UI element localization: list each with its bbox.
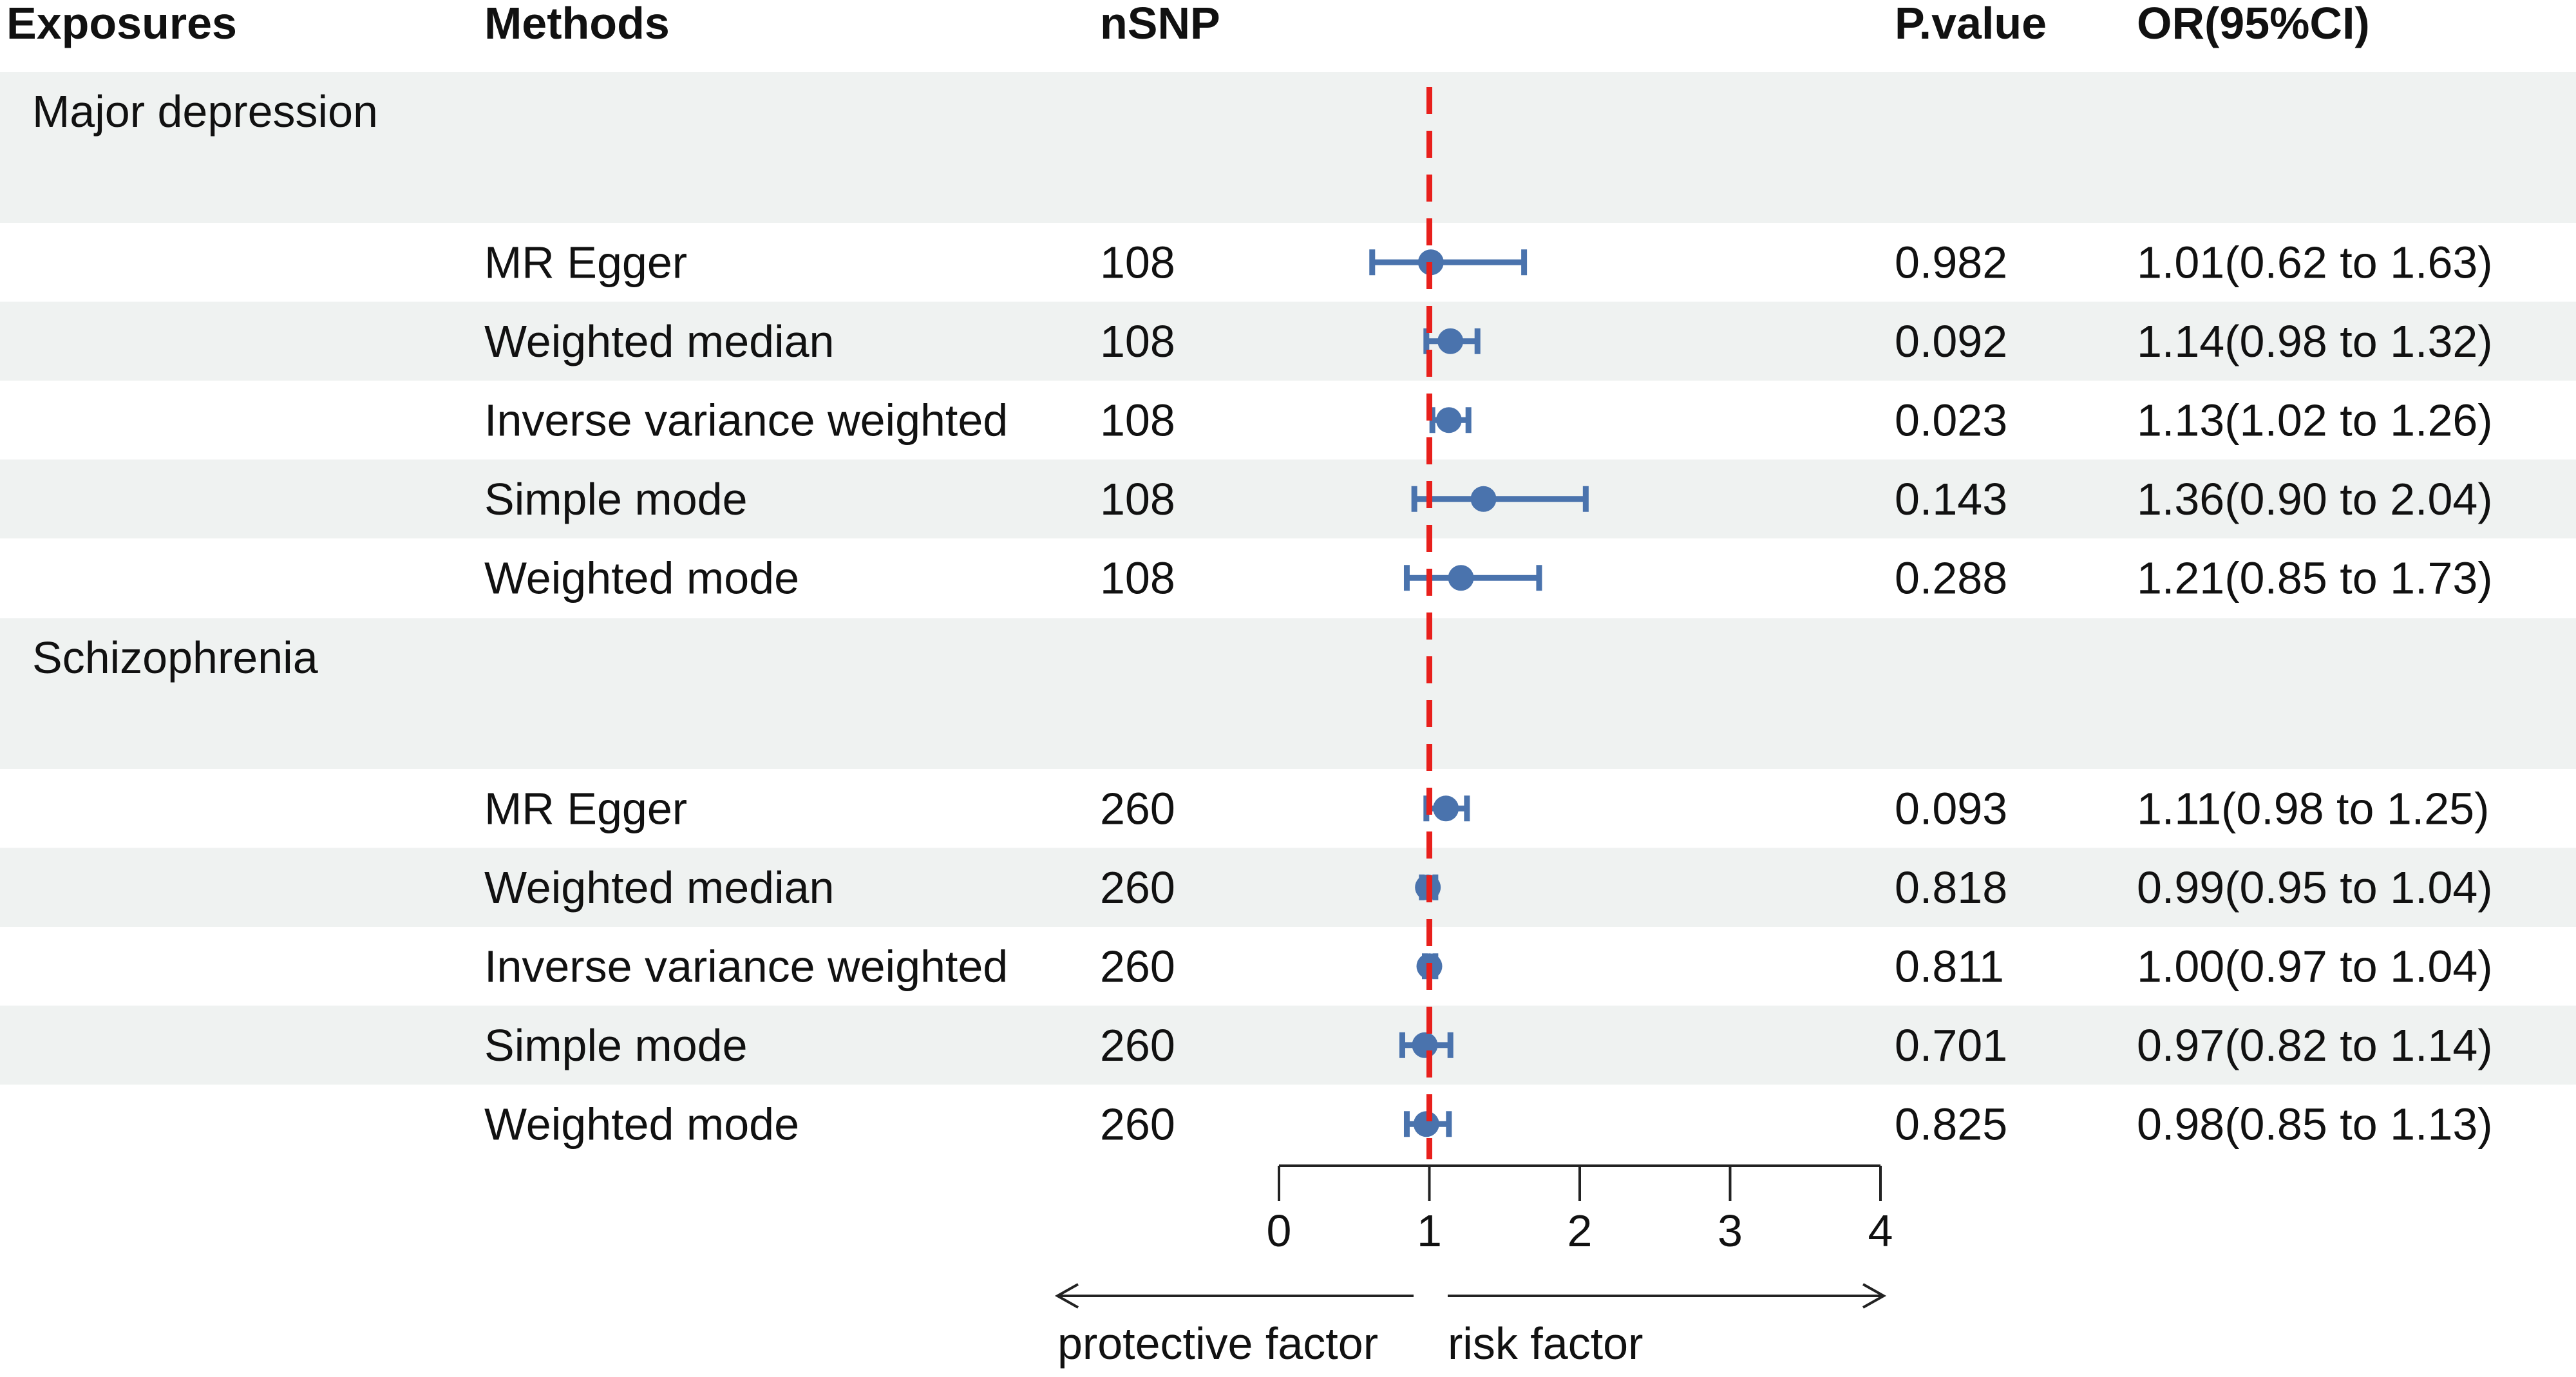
or-point [1435,407,1462,433]
or-ci-value: 0.98(0.85 to 1.13) [2137,1099,2493,1149]
or-ci-value: 1.01(0.62 to 1.63) [2137,237,2493,287]
or-point [1437,328,1464,354]
nsnp-value: 260 [1100,862,1175,913]
method-label: Weighted mode [484,553,799,603]
or-point [1433,795,1459,822]
or-ci-value: 1.11(0.98 to 1.25) [2137,783,2489,833]
nsnp-value: 260 [1100,941,1175,991]
method-label: MR Egger [484,783,687,833]
nsnp-value: 108 [1100,474,1175,524]
or-ci-value: 1.36(0.90 to 2.04) [2137,474,2493,524]
method-label: Simple mode [484,1020,748,1070]
x-tick-label: 1 [1417,1206,1442,1256]
row-band [0,848,2576,927]
or-ci-value: 1.13(1.02 to 1.26) [2137,395,2493,445]
or-point [1448,565,1474,591]
method-label: Inverse variance weighted [484,395,1008,445]
header-exposures: Exposures [6,0,237,48]
row-band [0,301,2576,381]
nsnp-value: 260 [1100,1099,1175,1149]
or-point [1412,1032,1438,1058]
pvalue-value: 0.811 [1895,941,2004,991]
method-label: MR Egger [484,237,687,287]
method-label: Weighted median [484,862,835,913]
nsnp-value: 108 [1100,237,1175,287]
pvalue-value: 0.093 [1895,783,2007,833]
or-point [1413,1111,1439,1137]
x-tick-label: 3 [1718,1206,1743,1256]
protective-arrow-head [1054,1283,1079,1309]
method-label: Inverse variance weighted [484,941,1008,991]
exposure-label: Schizophrenia [32,632,318,683]
risk-arrow-head [1862,1283,1887,1309]
pvalue-value: 0.701 [1895,1020,2007,1070]
group-header-band [0,618,2576,769]
header-or: OR(95%CI) [2137,0,2370,48]
header-pvalue: P.value [1895,0,2047,48]
or-ci-value: 1.21(0.85 to 1.73) [2137,553,2493,603]
x-tick-label: 0 [1267,1206,1292,1256]
pvalue-value: 0.288 [1895,553,2007,603]
x-tick-label: 2 [1567,1206,1593,1256]
group-header-band [0,72,2576,223]
header-nsnp: nSNP [1100,0,1220,48]
nsnp-value: 260 [1100,783,1175,833]
or-ci-value: 1.00(0.97 to 1.04) [2137,941,2493,991]
pvalue-value: 0.982 [1895,237,2007,287]
nsnp-value: 108 [1100,395,1175,445]
pvalue-value: 0.092 [1895,316,2007,366]
method-label: Simple mode [484,474,748,524]
nsnp-value: 108 [1100,553,1175,603]
pvalue-value: 0.818 [1895,862,2007,913]
x-tick-label: 4 [1868,1206,1893,1256]
or-ci-value: 0.99(0.95 to 1.04) [2137,862,2493,913]
nsnp-value: 260 [1100,1020,1175,1070]
pvalue-value: 0.825 [1895,1099,2007,1149]
row-band [0,1005,2576,1085]
or-ci-value: 0.97(0.82 to 1.14) [2137,1020,2493,1070]
header-methods: Methods [484,0,670,48]
or-ci-value: 1.14(0.98 to 1.32) [2137,316,2493,366]
protective-factor-label: protective factor [1057,1318,1378,1369]
pvalue-value: 0.023 [1895,395,2007,445]
nsnp-value: 108 [1100,316,1175,366]
exposure-label: Major depression [32,86,378,137]
pvalue-value: 0.143 [1895,474,2007,524]
row-band [0,459,2576,538]
risk-factor-label: risk factor [1448,1318,1643,1369]
method-label: Weighted mode [484,1099,799,1149]
method-label: Weighted median [484,316,835,366]
or-point [1470,486,1497,512]
